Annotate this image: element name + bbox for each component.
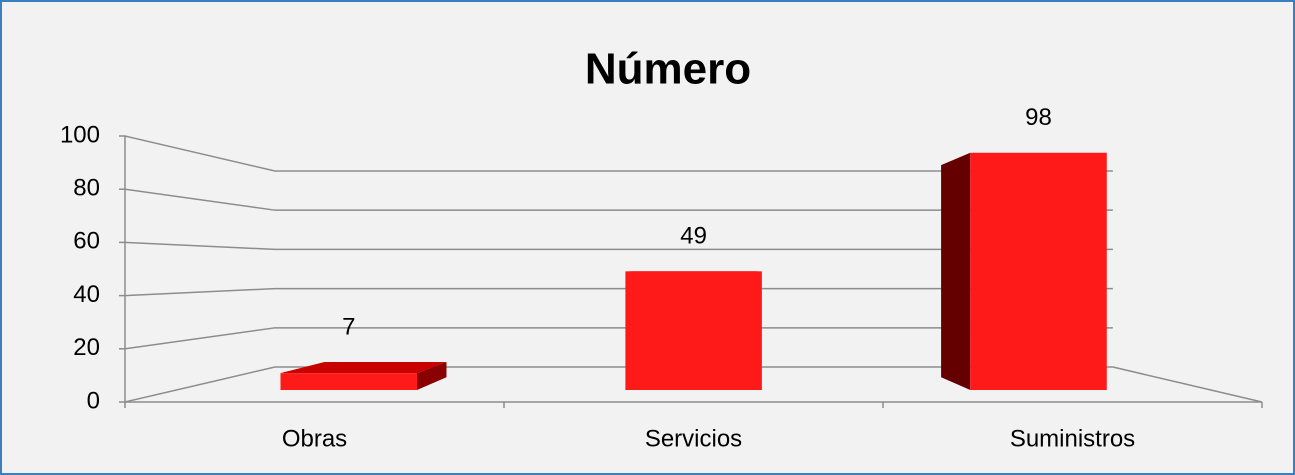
bar-front (280, 373, 417, 391)
bar-front (625, 271, 762, 391)
y-tick-label: 40 (73, 281, 100, 308)
bar-front (970, 152, 1107, 391)
grid-line (124, 287, 1113, 297)
grid-line (124, 241, 1113, 251)
chart-title: Número (585, 45, 751, 94)
y-tick-label: 100 (60, 121, 100, 148)
bar-side (941, 152, 971, 391)
bar (941, 152, 1107, 391)
data-label: 98 (1025, 104, 1052, 131)
grid-line (124, 135, 1113, 172)
grid-line (124, 327, 1113, 350)
grid-line (124, 188, 1113, 211)
bar-side (416, 362, 447, 391)
x-tick-label: Suministros (1010, 425, 1135, 452)
data-label: 49 (680, 223, 707, 250)
x-tick-label: Servicios (645, 425, 742, 452)
bar (625, 271, 762, 391)
x-tick-label: Obras (282, 425, 347, 452)
y-tick-label: 80 (73, 175, 100, 202)
floor-edge (1112, 366, 1263, 403)
grid-line (124, 366, 1113, 403)
data-label: 7 (342, 313, 355, 340)
y-tick-label: 60 (73, 228, 100, 255)
y-tick-label: 0 (87, 387, 100, 414)
bar (280, 362, 447, 391)
y-tick-label: 20 (73, 334, 100, 361)
bar-top (280, 362, 447, 374)
